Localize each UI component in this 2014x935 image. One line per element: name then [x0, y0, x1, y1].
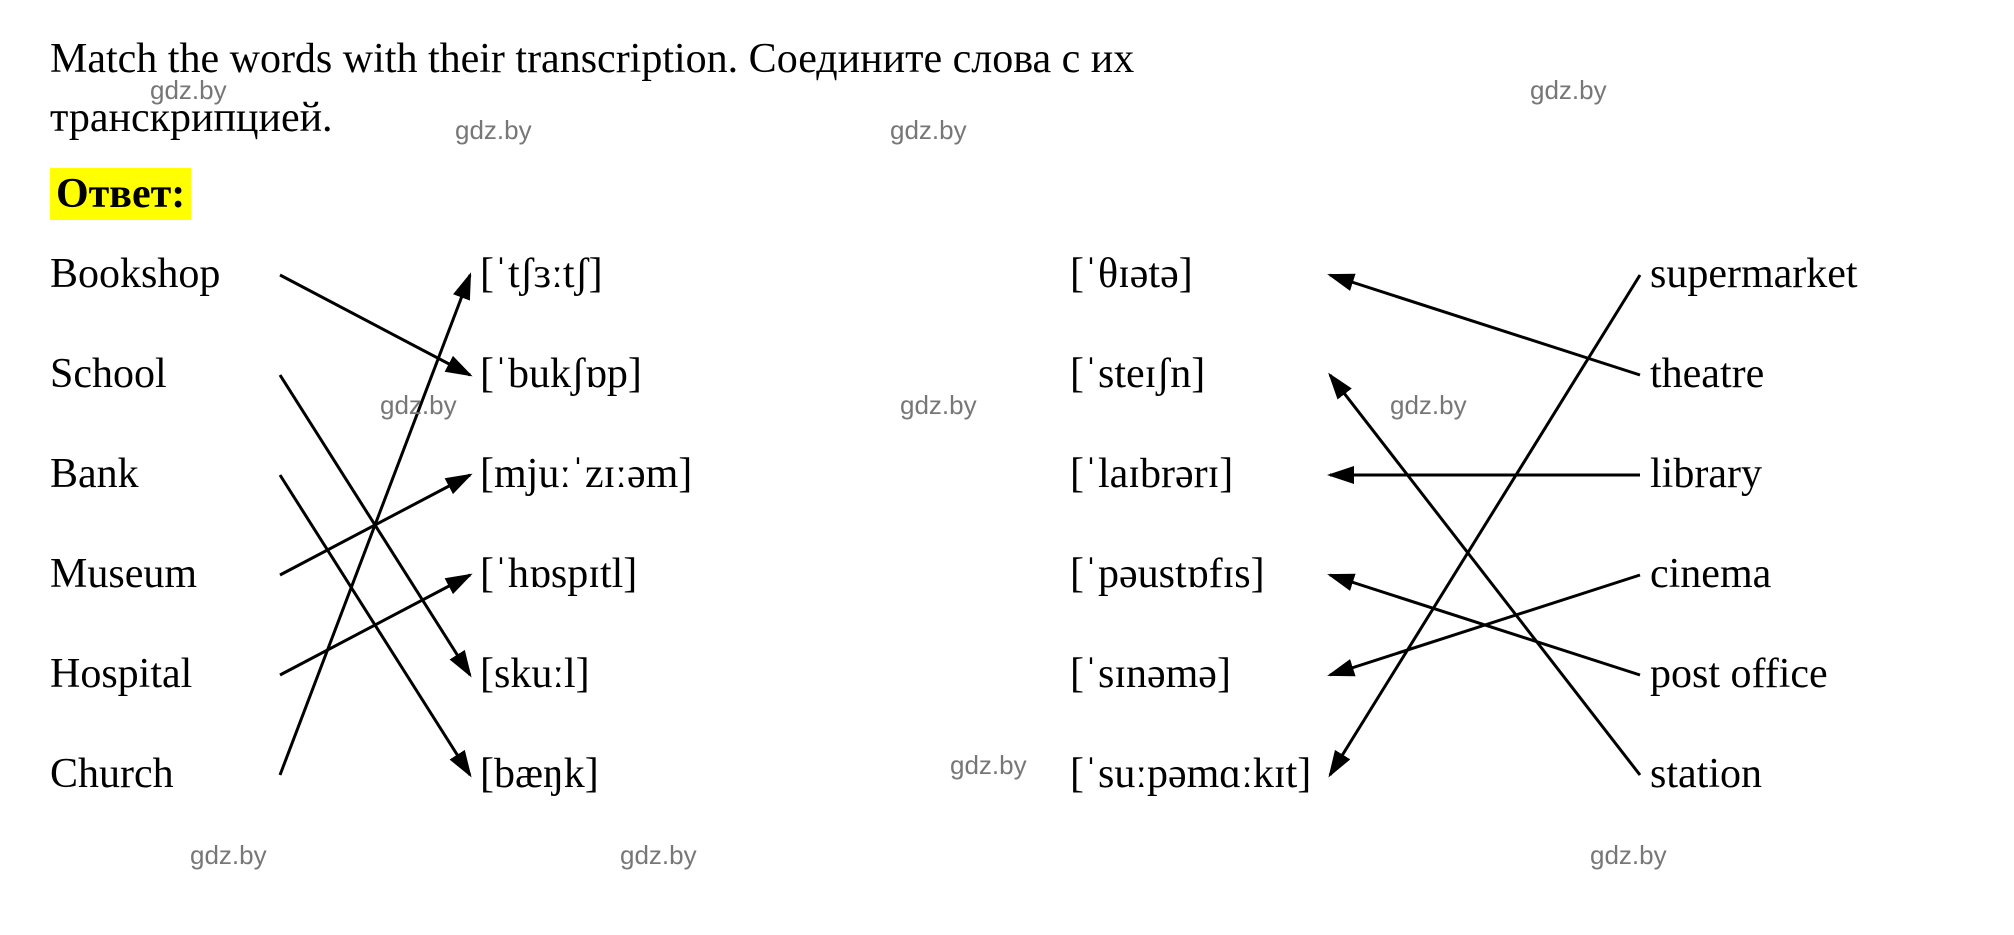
left-word: Museum [50, 550, 197, 598]
left-transcription: [skuːl] [480, 650, 590, 698]
match-arrow [280, 475, 470, 575]
right-transcription: [ˈlaɪbrərɪ] [1070, 450, 1233, 498]
match-arrow [280, 375, 470, 675]
left-word: Hospital [50, 650, 192, 698]
right-word: post office [1650, 650, 1828, 698]
left-word: School [50, 350, 167, 398]
right-transcription: [ˈsɪnəmə] [1070, 650, 1231, 698]
match-arrow [280, 475, 470, 775]
right-word: theatre [1650, 350, 1764, 398]
left-word: Church [50, 750, 174, 798]
match-arrow [280, 275, 470, 375]
left-transcription: [mjuːˈzɪːəm] [480, 450, 692, 498]
left-transcription: [ˈhɒspɪtl] [480, 550, 637, 598]
right-word: library [1650, 450, 1762, 498]
match-arrow [280, 275, 470, 775]
right-word: station [1650, 750, 1762, 798]
left-word: Bank [50, 450, 139, 498]
right-word: supermarket [1650, 250, 1858, 298]
answer-label: Ответ: [50, 168, 191, 220]
task-description: Match the words with their transcription… [50, 30, 1964, 148]
right-transcription: [ˈθɪətə] [1070, 250, 1193, 298]
left-word: Bookshop [50, 250, 220, 298]
left-transcription: [bæŋk] [480, 750, 599, 798]
right-transcription: [ˈsuːpəmɑːkɪt] [1070, 750, 1311, 798]
matching-content: Bookshop School Bank Museum Hospital Church [ˈ… [50, 250, 1964, 870]
match-arrow [280, 575, 470, 675]
right-transcription: [ˈsteɪʃn] [1070, 350, 1205, 398]
match-arrow [1330, 575, 1640, 675]
match-arrow [1330, 575, 1640, 675]
left-transcription: [ˈbukʃɒp] [480, 350, 642, 398]
right-word: cinema [1650, 550, 1771, 598]
match-arrow [1330, 275, 1640, 375]
right-transcription: [ˈpəustɒfɪs] [1070, 550, 1265, 598]
match-arrow [1330, 275, 1640, 775]
match-arrow [1330, 375, 1640, 775]
task-line-2: транскрипцией. [50, 95, 333, 141]
left-transcription: [ˈtʃɜːtʃ] [480, 250, 603, 298]
task-line-1: Match the words with their transcription… [50, 36, 1134, 82]
